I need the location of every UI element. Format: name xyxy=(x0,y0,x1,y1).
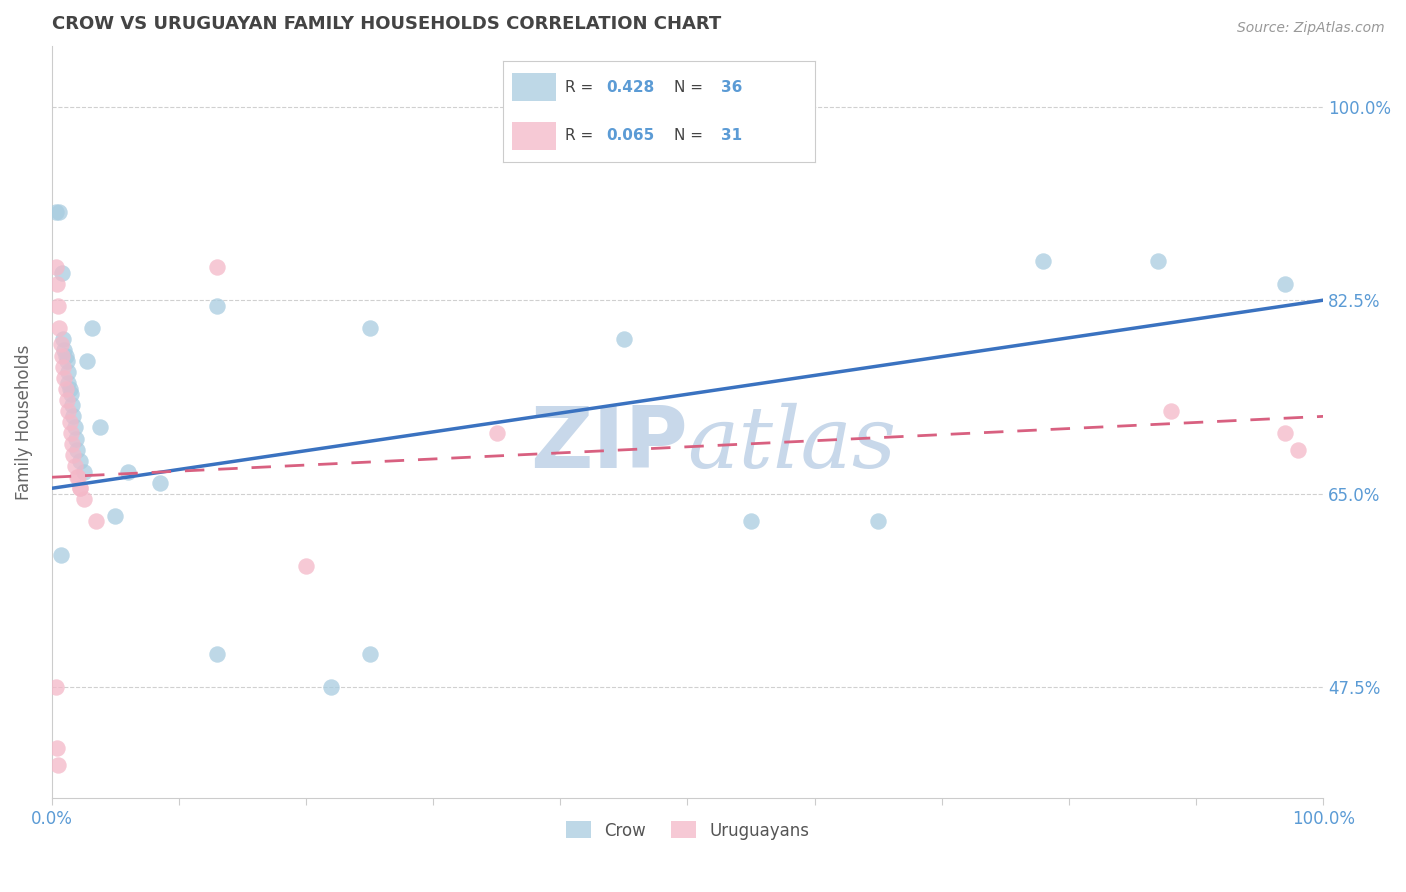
Text: ZIP: ZIP xyxy=(530,403,688,486)
Point xyxy=(72,465,94,479)
Point xyxy=(45,204,67,219)
Point xyxy=(51,349,73,363)
Point xyxy=(84,515,107,529)
Point xyxy=(46,299,69,313)
Point xyxy=(58,404,80,418)
Point xyxy=(58,365,80,379)
Point xyxy=(205,648,228,662)
Text: atlas: atlas xyxy=(688,403,897,486)
Point xyxy=(205,299,228,313)
Y-axis label: Family Households: Family Households xyxy=(15,344,32,500)
Point xyxy=(58,382,80,396)
Point xyxy=(69,481,91,495)
Point xyxy=(56,392,79,407)
Point xyxy=(58,376,80,391)
Point xyxy=(66,442,89,457)
Point xyxy=(48,321,70,335)
Point xyxy=(149,475,172,490)
Point xyxy=(51,266,73,280)
Point xyxy=(72,492,94,507)
Point xyxy=(69,481,91,495)
Point xyxy=(48,204,70,219)
Point xyxy=(1032,254,1054,268)
Point xyxy=(359,321,381,335)
Point xyxy=(321,681,343,695)
Point xyxy=(67,470,90,484)
Text: Source: ZipAtlas.com: Source: ZipAtlas.com xyxy=(1237,21,1385,35)
Point xyxy=(60,437,83,451)
Point xyxy=(45,277,67,291)
Point xyxy=(55,382,77,396)
Point xyxy=(1147,254,1170,268)
Point xyxy=(58,415,80,429)
Point xyxy=(359,648,381,662)
Text: CROW VS URUGUAYAN FAMILY HOUSEHOLDS CORRELATION CHART: CROW VS URUGUAYAN FAMILY HOUSEHOLDS CORR… xyxy=(52,15,721,33)
Point xyxy=(117,465,139,479)
Point xyxy=(52,332,75,346)
Point xyxy=(82,321,104,335)
Point xyxy=(49,337,72,351)
Point xyxy=(1286,442,1309,457)
Point xyxy=(62,448,84,462)
Point xyxy=(1160,404,1182,418)
Point xyxy=(1274,277,1296,291)
Point xyxy=(49,548,72,562)
Point xyxy=(63,420,86,434)
Point xyxy=(59,425,82,440)
Point xyxy=(62,409,84,424)
Point xyxy=(46,758,69,772)
Point xyxy=(1274,425,1296,440)
Point xyxy=(56,354,79,368)
Point xyxy=(52,359,75,374)
Point xyxy=(89,420,111,434)
Point xyxy=(45,681,67,695)
Legend: Crow, Uruguayans: Crow, Uruguayans xyxy=(560,814,815,847)
Point xyxy=(53,343,76,357)
Point xyxy=(69,453,91,467)
Point xyxy=(613,332,636,346)
Point xyxy=(205,260,228,274)
Point xyxy=(45,741,67,756)
Point xyxy=(65,432,87,446)
Point xyxy=(104,508,127,523)
Point xyxy=(740,515,762,529)
Point xyxy=(485,425,508,440)
Point xyxy=(63,459,86,474)
Point xyxy=(295,558,318,573)
Point xyxy=(868,515,890,529)
Point xyxy=(53,370,76,384)
Point xyxy=(55,349,77,363)
Point xyxy=(45,260,67,274)
Point xyxy=(59,387,82,401)
Point xyxy=(60,398,83,412)
Point xyxy=(66,470,89,484)
Point xyxy=(76,354,98,368)
